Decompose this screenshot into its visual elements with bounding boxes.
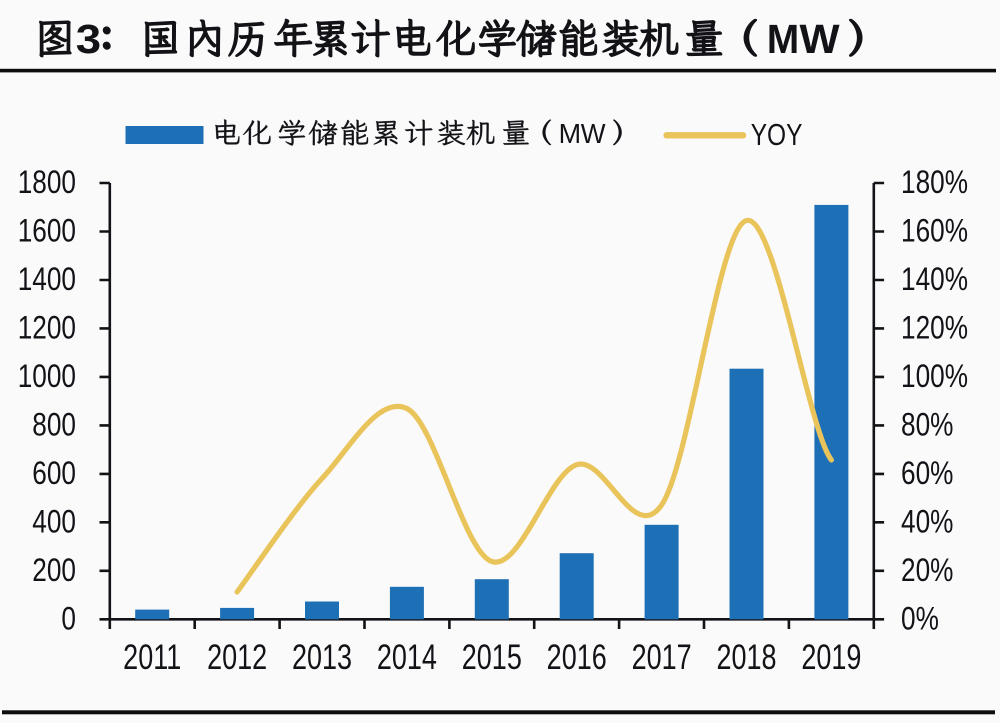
svg-text:0: 0 [61,601,76,637]
svg-text:140%: 140% [901,261,968,297]
svg-text:80%: 80% [901,407,953,443]
svg-text:1600: 1600 [18,213,76,249]
svg-text:2017: 2017 [632,636,692,677]
svg-text:M: M [767,17,799,62]
svg-text:180%: 180% [901,164,968,200]
svg-text:200: 200 [32,552,76,588]
svg-text:W: W [800,16,841,62]
svg-text:600: 600 [32,455,76,491]
svg-text:800: 800 [32,407,76,443]
svg-text:2019: 2019 [801,636,861,677]
svg-text:0%: 0% [901,601,939,637]
svg-text:60%: 60% [901,455,953,491]
svg-text:20%: 20% [901,552,953,588]
svg-text:1400: 1400 [18,261,76,297]
svg-text:YOY: YOY [751,117,803,151]
svg-text:1000: 1000 [18,358,76,394]
svg-text:2011: 2011 [123,636,181,677]
svg-text:1200: 1200 [18,310,76,346]
svg-text:2012: 2012 [207,636,267,677]
svg-text:400: 400 [32,504,76,540]
svg-text:W: W [581,117,606,149]
svg-text:100%: 100% [901,358,968,394]
svg-text:40%: 40% [901,504,953,540]
svg-text:1800: 1800 [18,164,76,200]
svg-text:2013: 2013 [292,636,352,677]
svg-text:120%: 120% [901,310,968,346]
svg-text:2015: 2015 [462,636,522,677]
svg-text:M: M [559,117,582,149]
svg-text:160%: 160% [901,213,968,249]
svg-text:3: 3 [76,17,101,62]
svg-text:2018: 2018 [716,636,776,677]
svg-text:2014: 2014 [377,636,437,677]
svg-text:2016: 2016 [547,636,607,677]
